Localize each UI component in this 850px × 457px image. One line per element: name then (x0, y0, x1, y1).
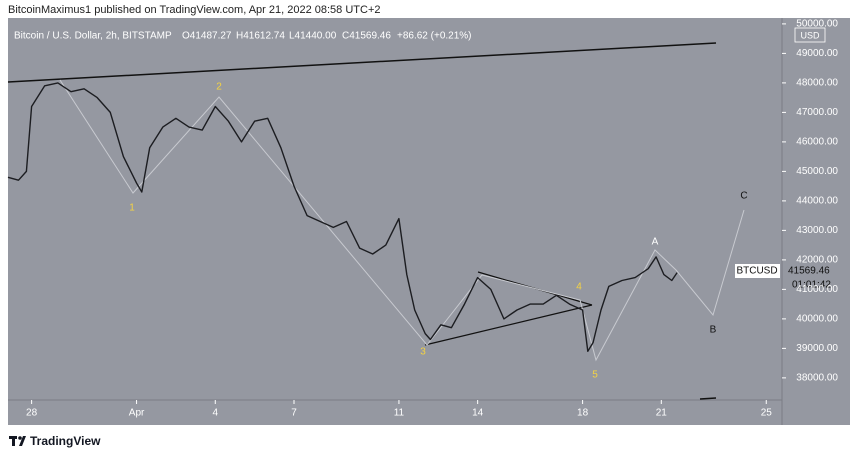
trend-line (699, 397, 717, 400)
price-axis (782, 18, 850, 400)
wave-label: 1 (129, 203, 135, 214)
wave-label: 5 (592, 370, 598, 381)
y-tick-label: 48000.00 (796, 78, 838, 89)
triangle-line (424, 304, 593, 346)
price-box (783, 264, 839, 292)
y-tick-label: 41000.00 (796, 284, 838, 295)
ohlc-value: H41612.74 (236, 31, 285, 42)
x-tick-label: 21 (656, 408, 668, 419)
countdown: 01:01:42 (792, 280, 831, 291)
last-price: 41569.46 (788, 266, 830, 277)
x-tick-label: 7 (291, 408, 297, 419)
ohlc-value: L41440.00 (289, 31, 337, 42)
y-tick-label: 50000.00 (796, 19, 838, 30)
x-tick-label: 14 (472, 408, 484, 419)
currency-box (794, 27, 826, 43)
wave-label: C (740, 191, 747, 202)
publisher: BitcoinMaximus1 published on TradingView… (8, 4, 381, 16)
y-tick-label: 40000.00 (796, 314, 838, 325)
y-tick-label: 42000.00 (796, 255, 838, 266)
symbol: Bitcoin / U.S. Dollar, 2h, BITSTAMP (14, 31, 172, 42)
ohlc-value: C41569.46 (342, 31, 391, 42)
y-tick-label: 47000.00 (796, 107, 838, 118)
ticker: BTCUSD (736, 266, 777, 277)
x-tick-label: 4 (212, 408, 218, 419)
x-tick-label: 25 (761, 408, 773, 419)
y-tick-label: 46000.00 (796, 137, 838, 148)
x-tick-label: Apr (129, 408, 145, 419)
plot-area (8, 18, 782, 400)
ticker-box (735, 264, 780, 278)
wave-label: B (710, 325, 717, 336)
currency: USD (800, 30, 820, 40)
wave-label: A (652, 237, 659, 248)
y-tick-label: 43000.00 (796, 225, 838, 236)
wave-path (59, 79, 745, 362)
ohlc-value: O41487.27 (182, 31, 232, 42)
y-tick-label: 38000.00 (796, 373, 838, 384)
wave-label: 3 (420, 347, 426, 358)
y-tick-label: 45000.00 (796, 166, 838, 177)
time-axis (8, 400, 850, 425)
x-tick-label: 28 (26, 408, 38, 419)
wave-label: 2 (216, 82, 222, 93)
brand: TradingView (30, 434, 101, 448)
y-tick-label: 44000.00 (796, 196, 838, 207)
y-tick-label: 49000.00 (796, 48, 838, 59)
ohlc-value: +86.62 (+0.21%) (397, 31, 472, 42)
logo (9, 436, 26, 446)
x-tick-label: 18 (577, 408, 589, 419)
wave-label: 4 (576, 282, 582, 293)
trend-line (7, 42, 717, 83)
y-tick-label: 39000.00 (796, 343, 838, 354)
x-tick-label: 11 (394, 408, 405, 419)
price-line (7, 82, 678, 352)
